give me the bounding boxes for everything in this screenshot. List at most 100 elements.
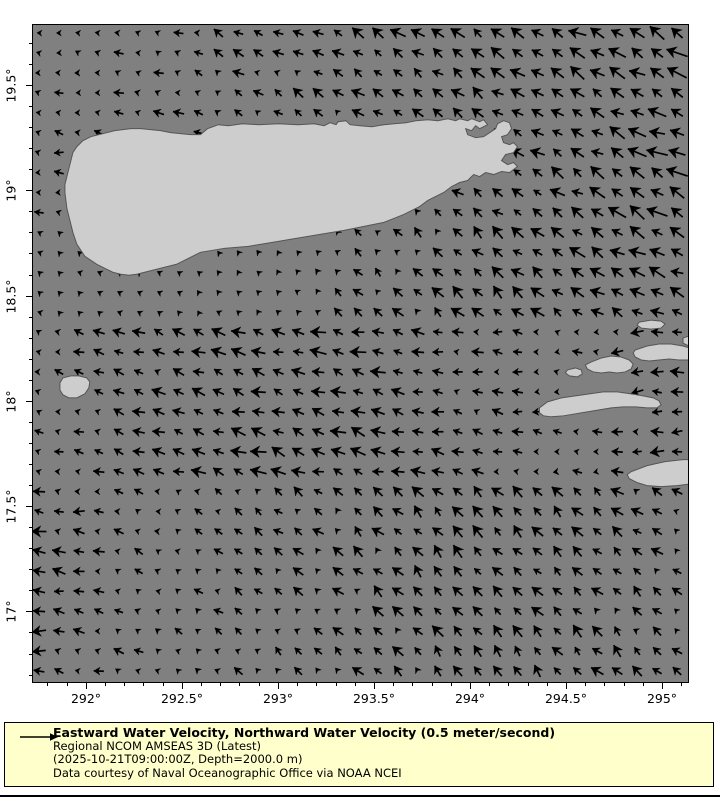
vector-arrow-head [571, 507, 583, 518]
vector-arrow-head [433, 645, 444, 655]
y-axis-tick-minor [29, 148, 32, 149]
vector-arrow-head [390, 466, 401, 478]
x-axis-tick-minor [124, 683, 125, 686]
y-axis-label-text: 17.5° [4, 488, 19, 524]
vector-arrow-head [37, 231, 45, 238]
vector-arrow-head [94, 627, 101, 635]
vector-arrow-head [512, 286, 524, 299]
vector-arrow-head [252, 89, 262, 98]
vector-arrow-head [35, 109, 42, 117]
vector-arrow-head [35, 129, 42, 137]
ocean-current-map-plot[interactable] [32, 24, 689, 683]
y-axis-label: 18° [0, 379, 23, 423]
vector-arrow-head [669, 286, 683, 299]
vector-arrow-head [234, 507, 243, 516]
vector-arrow-head [472, 86, 484, 99]
vector-arrow-head [135, 668, 142, 676]
y-axis-tick-minor [29, 485, 32, 486]
vector-arrow-head [370, 446, 382, 459]
vector-arrow-head [351, 427, 364, 439]
vector-arrow-head [391, 88, 403, 99]
vector-arrow-head [330, 446, 343, 459]
vector-arrow-head [351, 367, 363, 378]
vector-arrow-head [372, 27, 384, 40]
vector-arrow-head [35, 468, 43, 476]
vector-arrow-head [115, 668, 123, 675]
vector-arrow-head [512, 348, 520, 357]
vector-arrow-head [552, 268, 562, 278]
vector-arrow-head [349, 345, 360, 359]
vector-arrow-head [134, 89, 142, 98]
vector-arrow-head [33, 624, 43, 637]
vector-arrow-head [191, 446, 203, 458]
vector-arrow-head [72, 566, 81, 577]
y-axis-tick-minor [29, 338, 32, 339]
vector-arrow-head [533, 368, 540, 376]
vector-arrow-head [292, 347, 301, 357]
vector-arrow-head [92, 466, 102, 477]
vector-arrow-head [33, 486, 42, 497]
vector-arrow-head [629, 28, 642, 40]
reference-vector-arrow [20, 733, 58, 741]
vector-arrow-head [313, 627, 323, 636]
vector-arrow-head [573, 448, 580, 456]
vector-arrow-head [393, 109, 402, 118]
vector-arrow-head [175, 668, 183, 676]
vector-arrow-head [491, 567, 503, 578]
vector-arrow-head [452, 48, 463, 59]
vector-arrow-head [491, 487, 503, 498]
vector-arrow-head [334, 287, 343, 297]
vector-arrow-head [394, 249, 402, 257]
vector-arrow-head [511, 387, 521, 397]
vector-arrow-head [431, 466, 441, 478]
vector-arrow-head [94, 528, 101, 536]
vector-arrow-head [492, 548, 502, 557]
vector-arrow-head [177, 310, 184, 318]
x-axis-tick-major [182, 683, 183, 689]
vector-arrow-head [375, 547, 383, 555]
y-axis-tick-minor [29, 127, 32, 128]
y-axis-tick-major [26, 296, 32, 297]
vector-arrow-head [510, 27, 523, 40]
vector-arrow-head [670, 108, 682, 119]
x-axis-tick-minor [355, 683, 356, 686]
vector-arrow-head [153, 328, 163, 337]
vector-arrow-head [172, 467, 181, 477]
vector-arrow-head [413, 565, 424, 576]
vector-arrow-head [554, 566, 563, 576]
vector-arrow-head [51, 546, 63, 558]
vector-arrow-head [152, 467, 163, 477]
vector-arrow-head [593, 607, 602, 616]
x-axis-tick-minor [259, 683, 260, 686]
vector-arrow-head [608, 206, 621, 218]
vector-arrow-head [592, 348, 600, 357]
vector-arrow-head [192, 428, 203, 438]
vector-arrow-head [632, 427, 639, 436]
vector-arrow-head [470, 48, 484, 60]
vector-arrow-head [271, 446, 284, 458]
vector-arrow-head [194, 508, 203, 516]
vector-arrow-head [332, 89, 343, 99]
vector-arrow-head [411, 486, 424, 498]
vector-arrow-head [74, 368, 83, 377]
vector-arrow-head [72, 506, 82, 517]
vector-arrow-head [193, 328, 203, 338]
vector-arrow-head [113, 109, 122, 118]
x-axis-tick-minor [643, 683, 644, 686]
vector-arrow-head [452, 468, 462, 477]
vector-arrow-head [93, 507, 102, 517]
vector-arrow-head [671, 487, 681, 497]
vector-arrow-head [453, 348, 460, 356]
vector-arrow-head [591, 587, 602, 598]
vector-arrow-head [113, 408, 123, 418]
vector-arrow-head [213, 28, 224, 39]
vector-arrow-head [351, 326, 361, 338]
vector-arrow-head [234, 548, 242, 556]
vector-arrow-head [646, 146, 658, 159]
vector-arrow-head [74, 29, 82, 37]
vector-arrow-head [472, 387, 481, 397]
vector-arrow-head [155, 508, 162, 516]
vector-arrow-head [193, 109, 202, 118]
vector-arrow-head [331, 48, 342, 59]
vector-arrow-head [453, 389, 461, 396]
